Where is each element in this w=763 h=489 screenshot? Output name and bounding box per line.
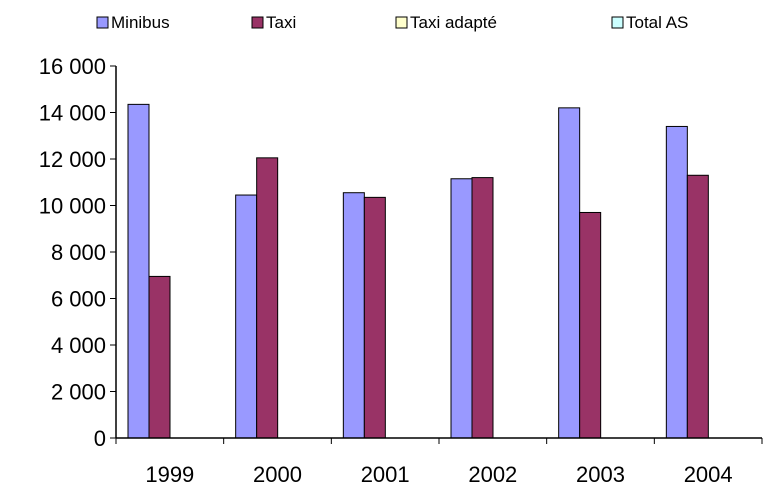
bars [127,103,709,439]
y-tick-label: 6 000 [51,287,106,312]
legend-label-0: Minibus [111,13,170,32]
x-tick-label: 1999 [145,462,194,487]
legend-swatch-0 [96,16,109,29]
legend-swatch-3 [611,16,624,29]
y-axis-ticks: 0 2 000 4 000 6 000 8 000 10 000 12 000 14 000 1… [39,54,116,451]
bar-taxi-2004 [686,174,709,439]
x-axis-ticks: 1999 2000 2001 2002 2003 2004 [115,438,763,487]
y-tick-label: 16 000 [39,54,106,79]
y-tick-label: 8 000 [51,240,106,265]
axes [115,66,762,439]
y-tick-label: 14 000 [39,101,106,126]
legend-label-1: Taxi [266,13,296,32]
legend-swatch-2 [395,16,408,29]
y-tick-label: 12 000 [39,147,106,172]
x-tick-label: 2001 [361,462,410,487]
legend-label-2: Taxi adapté [410,13,497,32]
bar-minibus-2003 [558,107,581,439]
bar-taxi-2000 [256,157,279,439]
bar-minibus-2004 [665,125,688,439]
legend: Minibus Taxi Taxi adapté Total AS [96,13,688,32]
y-tick-label: 2 000 [51,380,106,405]
x-tick-label: 2000 [253,462,302,487]
bar-minibus-1999 [127,103,150,439]
bar-minibus-2002 [450,178,473,439]
bar-taxi-2003 [579,211,602,439]
x-tick-label: 2003 [576,462,625,487]
bar-minibus-2000 [235,194,258,439]
legend-swatch-1 [251,16,264,29]
bar-taxi-2002 [471,177,494,439]
y-tick-label: 0 [94,426,106,451]
legend-label-3: Total AS [626,13,688,32]
x-tick-label: 2004 [684,462,733,487]
bar-minibus-2001 [342,192,365,439]
y-tick-label: 10 000 [39,194,106,219]
x-tick-label: 2002 [468,462,517,487]
bar-taxi-2001 [363,196,386,439]
bar-taxi-1999 [148,275,171,439]
y-tick-label: 4 000 [51,333,106,358]
